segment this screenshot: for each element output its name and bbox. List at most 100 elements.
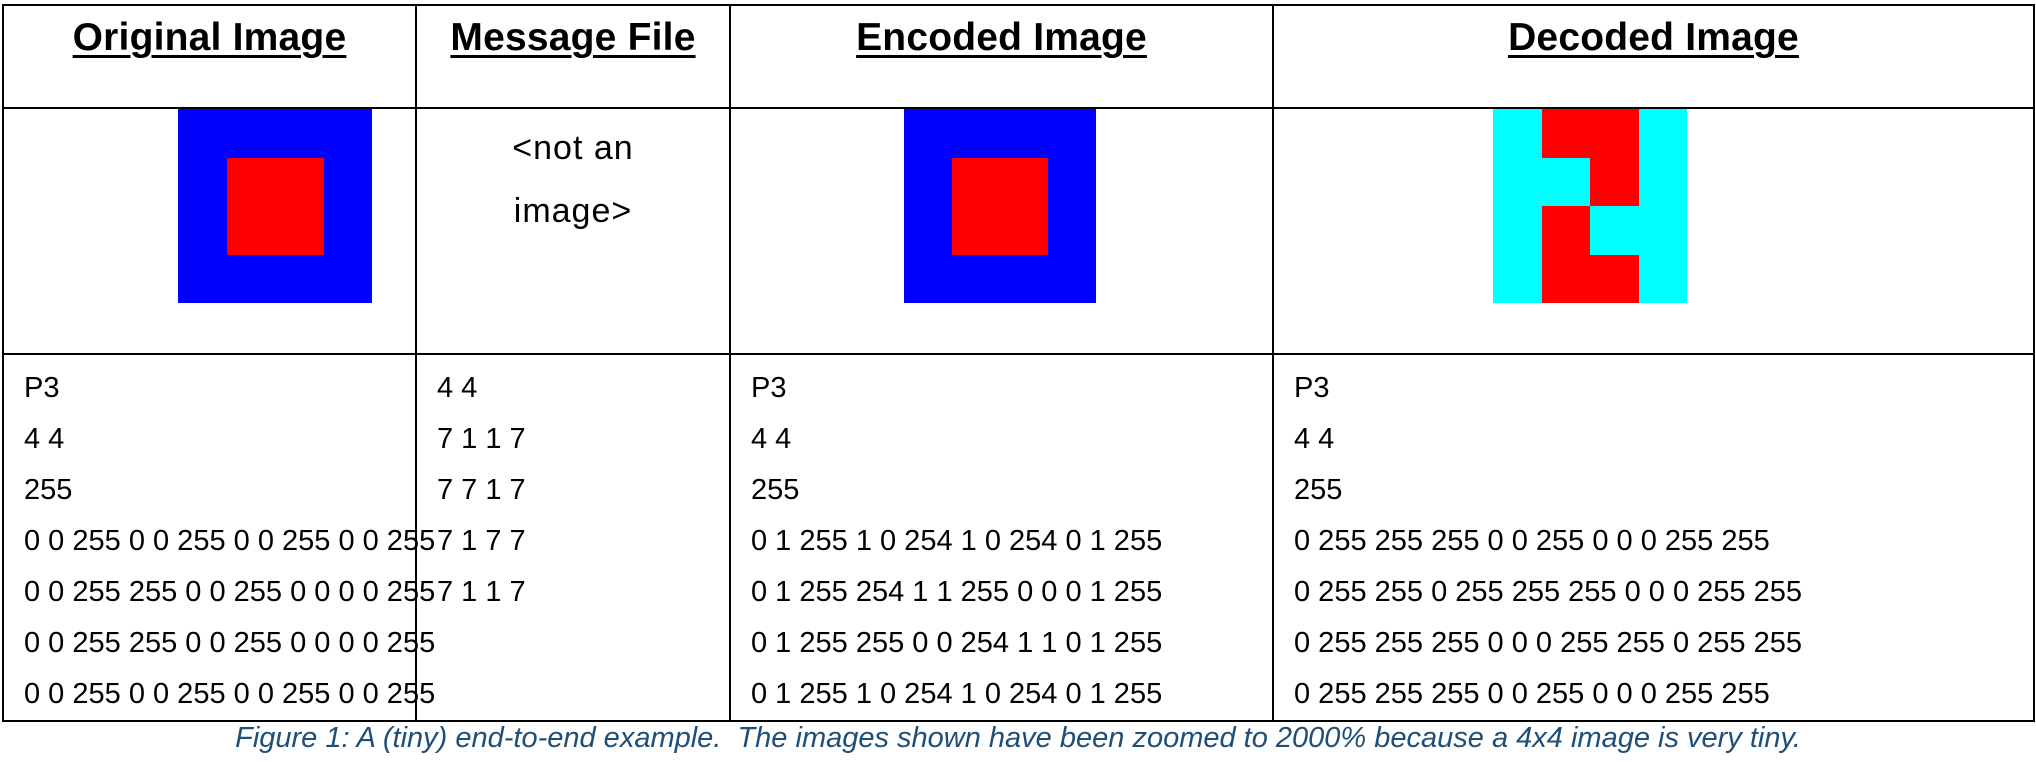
image-row: <not an image> [2, 107, 2035, 355]
text-line: 0 0 255 0 0 255 0 0 255 0 0 255 [24, 525, 436, 557]
column-header-decoded: Decoded Image [1508, 16, 1799, 59]
pixel [952, 206, 1000, 255]
text-line: 255 [1294, 474, 1343, 506]
not-an-image-line-2: image> [513, 192, 633, 230]
pixel [1000, 254, 1048, 303]
pixel [323, 206, 372, 255]
pixel [904, 254, 952, 303]
original-image [178, 109, 372, 303]
pixel [904, 109, 952, 158]
pixel [226, 206, 275, 255]
text-line: 4 4 [751, 423, 792, 455]
pixel [1000, 109, 1048, 158]
pixel [1048, 254, 1096, 303]
pixel [1000, 157, 1048, 206]
text-cell-decoded: P3 4 4 255 0 255 255 255 0 0 255 0 0 0 255 … [1272, 353, 2035, 722]
text-line: 0 0 255 255 0 0 255 0 0 0 0 255 [24, 627, 436, 659]
image-cell-decoded [1272, 107, 2035, 355]
text-cell-original: P3 4 4 255 0 0 255 0 0 255 0 0 255 0 0 255 0… [2, 353, 436, 722]
pixel [275, 157, 324, 206]
pixel [1000, 206, 1048, 255]
pixel [904, 206, 952, 255]
pixel [323, 254, 372, 303]
not-an-image-line-1: <not an [512, 129, 634, 167]
pixel [1493, 254, 1542, 303]
text-line: 7 1 7 7 [437, 525, 526, 557]
text-line: 0 1 255 254 1 1 255 0 0 0 1 255 [751, 576, 1163, 608]
pixel [1541, 157, 1590, 206]
column-header-encoded: Encoded Image [856, 16, 1147, 59]
text-line: 0 1 255 255 0 0 254 1 1 0 1 255 [751, 627, 1163, 659]
pixel [1048, 206, 1096, 255]
header-cell-decoded: Decoded Image [1272, 4, 2035, 109]
text-line: P3 [1294, 372, 1330, 404]
pixel [1590, 206, 1639, 255]
text-cell-message: 4 4 7 1 1 7 7 7 1 7 7 1 7 7 7 1 1 7 [415, 353, 731, 722]
decoded-ppm-text: P3 4 4 255 0 255 255 255 0 0 255 0 0 0 255 … [1274, 355, 2033, 720]
pixel [952, 157, 1000, 206]
text-line: 7 7 1 7 [437, 474, 526, 506]
text-line: 0 1 255 1 0 254 1 0 254 0 1 255 [751, 525, 1163, 557]
text-line: 4 4 [24, 423, 65, 455]
figure-caption: Figure 1: A (tiny) end-to-end example. T… [235, 722, 1801, 754]
text-line: P3 [751, 372, 787, 404]
not-an-image-note: <not an image> [417, 117, 729, 243]
pixel [1590, 109, 1639, 158]
pixel [275, 109, 324, 158]
text-line: 7 1 1 7 [437, 423, 526, 455]
image-cell-message: <not an image> [415, 107, 731, 355]
encoded-ppm-text: P3 4 4 255 0 1 255 1 0 254 1 0 254 0 1 255 0… [731, 355, 1272, 720]
pixel [226, 109, 275, 158]
pixel [952, 254, 1000, 303]
pixel [1590, 157, 1639, 206]
pixel [178, 254, 227, 303]
pixel [1048, 157, 1096, 206]
text-line: 0 255 255 255 0 0 255 0 0 0 255 255 [1294, 678, 1770, 710]
header-cell-message: Message File [415, 4, 731, 109]
pixel [226, 157, 275, 206]
text-line: 0 0 255 0 0 255 0 0 255 0 0 255 [24, 678, 436, 710]
text-line: 0 255 255 255 0 0 0 255 255 0 255 255 [1294, 627, 1802, 659]
header-cell-encoded: Encoded Image [729, 4, 1274, 109]
encoded-image [904, 109, 1096, 303]
pixel [1590, 254, 1639, 303]
text-line: 7 1 1 7 [437, 576, 526, 608]
pixel [1048, 109, 1096, 158]
pixel [1638, 206, 1687, 255]
pixel [226, 254, 275, 303]
text-line: 255 [751, 474, 800, 506]
image-cell-encoded [729, 107, 1274, 355]
text-line: 4 4 [437, 372, 478, 404]
pixel [178, 206, 227, 255]
pixel [1541, 109, 1590, 158]
pixel [275, 254, 324, 303]
pixel [1493, 206, 1542, 255]
text-line: 4 4 [1294, 423, 1335, 455]
text-line: 255 [24, 474, 73, 506]
figure-table: Original Image Message File Encoded Imag… [2, 4, 2035, 722]
pixel [1638, 254, 1687, 303]
pixel [178, 109, 227, 158]
pixel [952, 109, 1000, 158]
text-line: 0 0 255 255 0 0 255 0 0 0 0 255 [24, 576, 436, 608]
pixel [178, 157, 227, 206]
pixel [1638, 157, 1687, 206]
pixel [1541, 254, 1590, 303]
original-ppm-text: P3 4 4 255 0 0 255 0 0 255 0 0 255 0 0 255 0… [4, 355, 436, 720]
pixel [1638, 109, 1687, 158]
pixel [323, 157, 372, 206]
column-header-message: Message File [450, 16, 696, 59]
ppm-text-row: P3 4 4 255 0 0 255 0 0 255 0 0 255 0 0 255 0… [2, 353, 2035, 722]
header-row: Original Image Message File Encoded Imag… [2, 4, 2035, 109]
text-line: P3 [24, 372, 60, 404]
text-line: 0 255 255 0 255 255 255 0 0 0 255 255 [1294, 576, 1802, 608]
text-line: 0 255 255 255 0 0 255 0 0 0 255 255 [1294, 525, 1770, 557]
pixel [904, 157, 952, 206]
pixel [323, 109, 372, 158]
pixel [1493, 109, 1542, 158]
pixel [1541, 206, 1590, 255]
text-line: 0 1 255 1 0 254 1 0 254 0 1 255 [751, 678, 1163, 710]
decoded-image [1493, 109, 1687, 303]
header-cell-original: Original Image [2, 4, 417, 109]
text-cell-encoded: P3 4 4 255 0 1 255 1 0 254 1 0 254 0 1 255 0… [729, 353, 1274, 722]
